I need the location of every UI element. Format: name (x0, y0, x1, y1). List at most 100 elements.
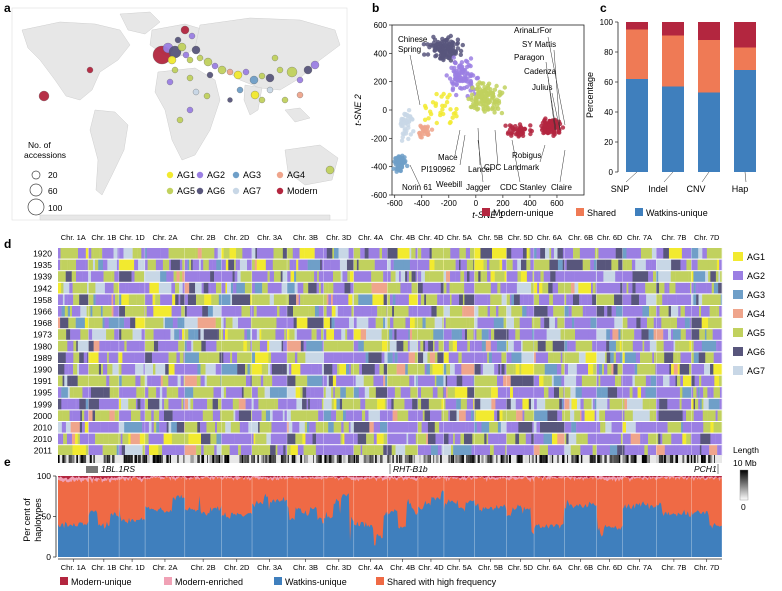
heatmap-segment (387, 375, 390, 387)
heatmap-segment (84, 410, 89, 421)
heatmap-segment (252, 317, 263, 329)
heatmap-segment (686, 282, 689, 294)
heatmap-segment (387, 259, 391, 271)
heatmap-segment (588, 317, 591, 329)
length-bar-segment (429, 455, 431, 463)
length-bar-segment (508, 455, 511, 463)
heatmap-segment (333, 398, 337, 410)
tsne-point-ag1 (454, 106, 459, 112)
heatmap-segment (488, 375, 498, 387)
heatmap-segment (387, 306, 393, 317)
heatmap-segment (230, 422, 234, 433)
area-chromosome-label: Chr. 6A (537, 563, 562, 572)
heatmap-segment (392, 294, 396, 305)
heatmap-segment (252, 248, 256, 259)
heatmap-segment (387, 282, 397, 294)
heatmap-segment (340, 271, 343, 282)
heatmap-segment (670, 306, 679, 317)
heatmap-segment (375, 317, 384, 329)
tsne-point-ag5 (492, 110, 497, 115)
length-bar-segment (280, 455, 283, 463)
heatmap-segment (656, 364, 670, 375)
heatmap-segment (487, 352, 490, 363)
heatmap-segment (76, 340, 78, 352)
heatmap-segment (609, 445, 618, 456)
heatmap-segment (645, 375, 651, 387)
heatmap-segment (424, 410, 431, 421)
heatmap-segment (604, 340, 607, 352)
area-chromosome-label: Chr. 3D (326, 563, 352, 572)
heatmap-segment (252, 422, 259, 433)
heatmap-segment (476, 329, 482, 340)
heatmap-segment (684, 306, 692, 317)
heatmap-segment (701, 398, 704, 410)
heatmap-segment (165, 364, 169, 375)
heatmap-segment (385, 387, 388, 398)
heatmap-segment (687, 445, 692, 456)
heatmap-segment (610, 352, 614, 363)
heatmap-segment (631, 259, 636, 271)
heatmap-segment (196, 445, 200, 456)
length-bar-segment (624, 455, 627, 463)
heatmap-segment (323, 294, 327, 305)
heatmap-segment (584, 410, 595, 421)
heatmap-segment (128, 398, 133, 410)
heatmap-segment (323, 259, 331, 271)
heatmap-segment (409, 340, 418, 352)
tsne-leader-line (511, 139, 521, 183)
heatmap-segment (596, 306, 605, 317)
heatmap-segment (576, 375, 583, 387)
heatmap-segment (387, 422, 391, 433)
heatmap-segment (400, 282, 408, 294)
heatmap-segment (184, 248, 196, 259)
heatmap-segment (417, 306, 426, 317)
heatmap-segment (120, 398, 129, 410)
heatmap-segment (434, 317, 443, 329)
tsne-label-norin-61: Norin 61 (402, 183, 433, 192)
heatmap-segment (571, 306, 583, 317)
heatmap-segment (337, 294, 349, 305)
heatmap-segment (80, 410, 83, 421)
length-bar-segment (326, 455, 329, 463)
heatmap-segment (375, 387, 386, 398)
heatmap-segment (64, 375, 68, 387)
heatmap-segment (713, 422, 717, 433)
heatmap-segment (706, 282, 712, 294)
heatmap-segment (588, 422, 597, 433)
heatmap-segment (374, 259, 388, 271)
heatmap-segment (265, 410, 271, 421)
heatmap-segment (617, 364, 623, 375)
heatmap-segment (688, 282, 691, 294)
heatmap-segment (282, 375, 288, 387)
length-bar-segment (481, 455, 484, 463)
heatmap-segment (352, 433, 354, 445)
heatmap-segment (682, 422, 689, 433)
heatmap-segment (536, 248, 539, 259)
size-legend-title-2: accessions (24, 150, 66, 160)
heatmap-segment (184, 445, 197, 456)
tsne-point-ag5 (479, 99, 485, 105)
bar-segment-modern-unique (734, 22, 756, 48)
heatmap-segment (250, 329, 253, 340)
heatmap-segment (360, 398, 366, 410)
heatmap-segment (275, 329, 281, 340)
heatmap-segment (567, 364, 577, 375)
heatmap-segment (658, 375, 664, 387)
heatmap-segment (634, 364, 638, 375)
bar-segment-watkins-unique (626, 79, 648, 172)
heatmap-segment (415, 271, 418, 282)
heatmap-segment (318, 282, 322, 294)
heatmap-segment (153, 422, 157, 433)
heatmap-segment (441, 410, 445, 421)
length-bar-segment (469, 455, 472, 463)
tsne-point-ag3 (396, 167, 401, 172)
legend-swatch-watkins-unique (635, 208, 643, 216)
heatmap-segment (501, 364, 505, 375)
heatmap-segment (534, 445, 540, 456)
heatmap-segment (406, 433, 409, 445)
tsne-point-ag7 (402, 126, 407, 131)
heatmap-segment (353, 410, 363, 421)
length-bar-segment (708, 455, 711, 463)
map-bubble-ag6 (206, 71, 214, 79)
heatmap-segment (60, 259, 62, 271)
